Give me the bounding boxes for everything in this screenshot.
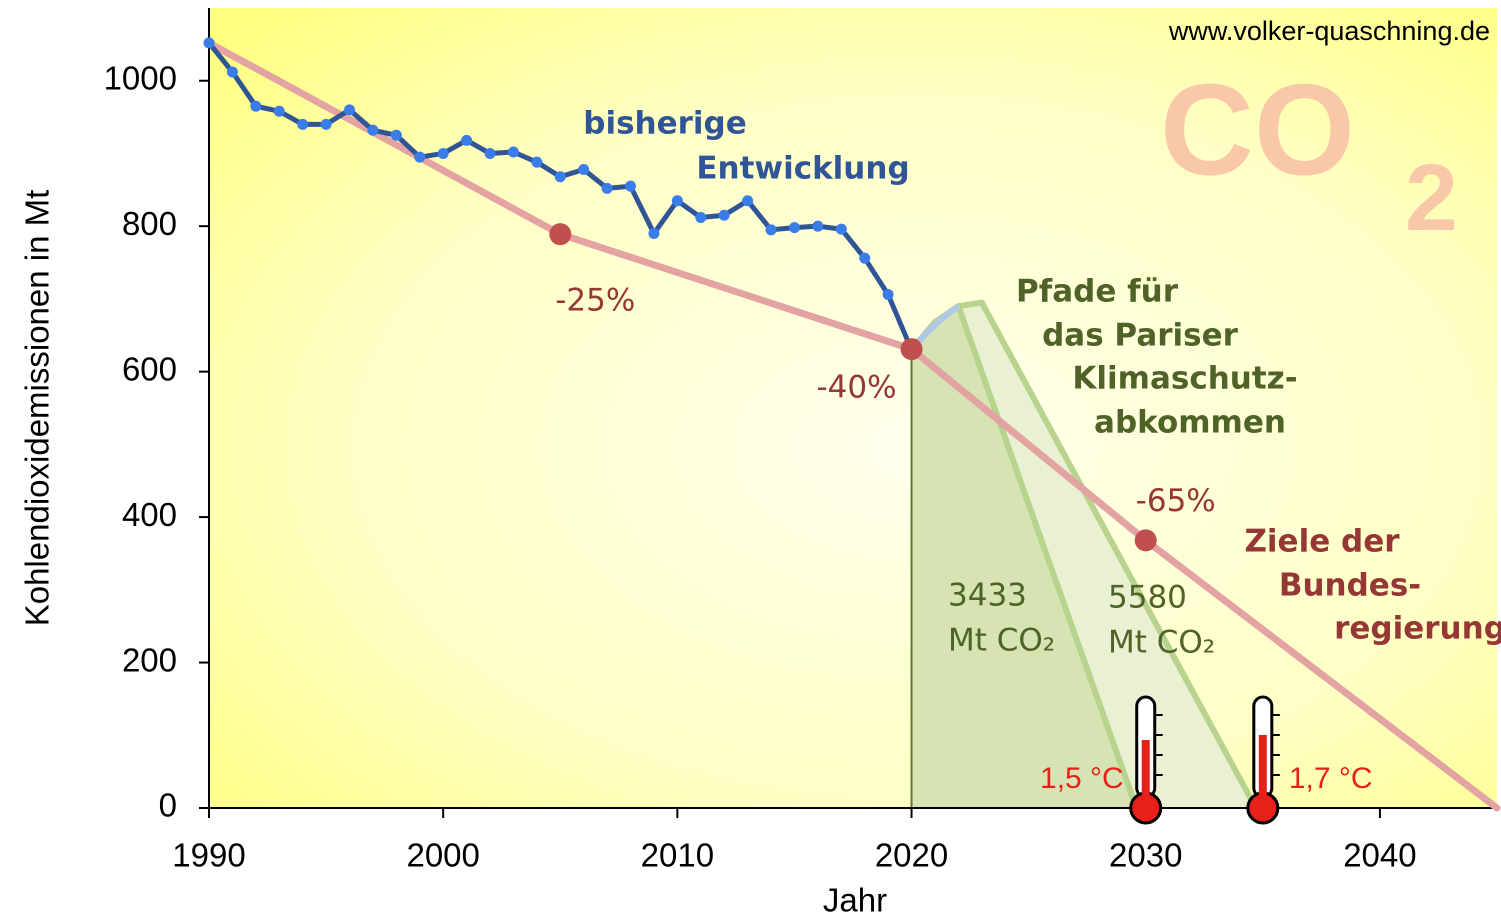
annotation: abkommen <box>1094 405 1286 441</box>
target-point <box>900 338 923 361</box>
temperature: 1,7 °C <box>1289 762 1373 795</box>
thermometer-fill <box>1141 740 1150 805</box>
y-tick-label: 1000 <box>104 59 177 96</box>
history-point <box>812 220 824 232</box>
x-tick-label: 1990 <box>172 837 245 874</box>
history-point <box>578 163 590 175</box>
target-label: -65% <box>1136 483 1216 519</box>
annotation: 3433 <box>948 578 1027 614</box>
history-point <box>554 171 566 183</box>
annotation: regierung <box>1334 611 1501 647</box>
annotation: Klimaschutz- <box>1072 361 1297 397</box>
y-tick-label: 400 <box>122 496 177 533</box>
history-point <box>695 211 707 223</box>
annotation: Bundes- <box>1279 568 1421 604</box>
y-tick-label: 800 <box>122 205 177 242</box>
history-point <box>461 134 473 146</box>
history-point <box>882 289 894 301</box>
history-point <box>320 118 332 130</box>
x-tick-label: 2000 <box>406 837 479 874</box>
history-point <box>718 209 730 221</box>
temperature: 1,5 °C <box>1040 762 1124 795</box>
target-point <box>549 223 572 246</box>
annotation: Mt CO₂ <box>948 623 1055 659</box>
watermark: CO <box>1160 56 1355 202</box>
history-point <box>601 182 613 194</box>
history-point <box>250 100 262 112</box>
target-point <box>1134 529 1157 552</box>
history-point <box>648 227 660 239</box>
history-point <box>390 129 402 141</box>
annotation: Ziele der <box>1244 524 1400 560</box>
x-tick-label: 2020 <box>875 837 948 874</box>
history-point <box>835 223 847 235</box>
target-label: -40% <box>816 370 896 406</box>
history-point <box>765 224 777 236</box>
annotation: das Pariser <box>1042 318 1239 354</box>
history-point <box>742 195 754 207</box>
thermometer-fill <box>1258 735 1267 805</box>
x-tick-label: 2040 <box>1343 837 1416 874</box>
y-tick-label: 600 <box>122 350 177 387</box>
annotation: Pfade für <box>1016 274 1179 310</box>
history-point <box>531 156 543 168</box>
history-point <box>625 180 637 192</box>
history-point <box>203 37 215 49</box>
history-point <box>414 151 426 163</box>
history-point <box>437 147 449 159</box>
history-point <box>226 66 238 78</box>
x-axis-title: Jahr <box>823 882 887 919</box>
annotation: Mt CO₂ <box>1108 625 1215 661</box>
history-point <box>671 195 683 207</box>
path-area <box>911 306 1137 808</box>
history-point <box>859 252 871 264</box>
source: www.volker-quaschning.de <box>1168 16 1490 46</box>
history-point <box>788 222 800 234</box>
annotation: bisherige <box>583 106 747 142</box>
history-point <box>507 146 519 158</box>
y-tick-label: 200 <box>122 641 177 678</box>
x-tick-label: 2030 <box>1109 837 1182 874</box>
history-point <box>297 118 309 130</box>
history-point <box>344 104 356 116</box>
annotation: 5580 <box>1108 580 1187 616</box>
x-tick-label: 2010 <box>641 837 714 874</box>
y-tick-label: 0 <box>159 787 177 824</box>
watermark-sub: 2 <box>1405 145 1458 251</box>
target-label: -25% <box>555 283 635 319</box>
history-point <box>273 105 285 117</box>
y-axis-title: Kohlendioxidemissionen in Mt <box>19 190 56 627</box>
plot-background <box>209 8 1497 808</box>
history-point <box>484 147 496 159</box>
history-point <box>367 124 379 136</box>
annotation: Entwicklung <box>696 151 909 187</box>
